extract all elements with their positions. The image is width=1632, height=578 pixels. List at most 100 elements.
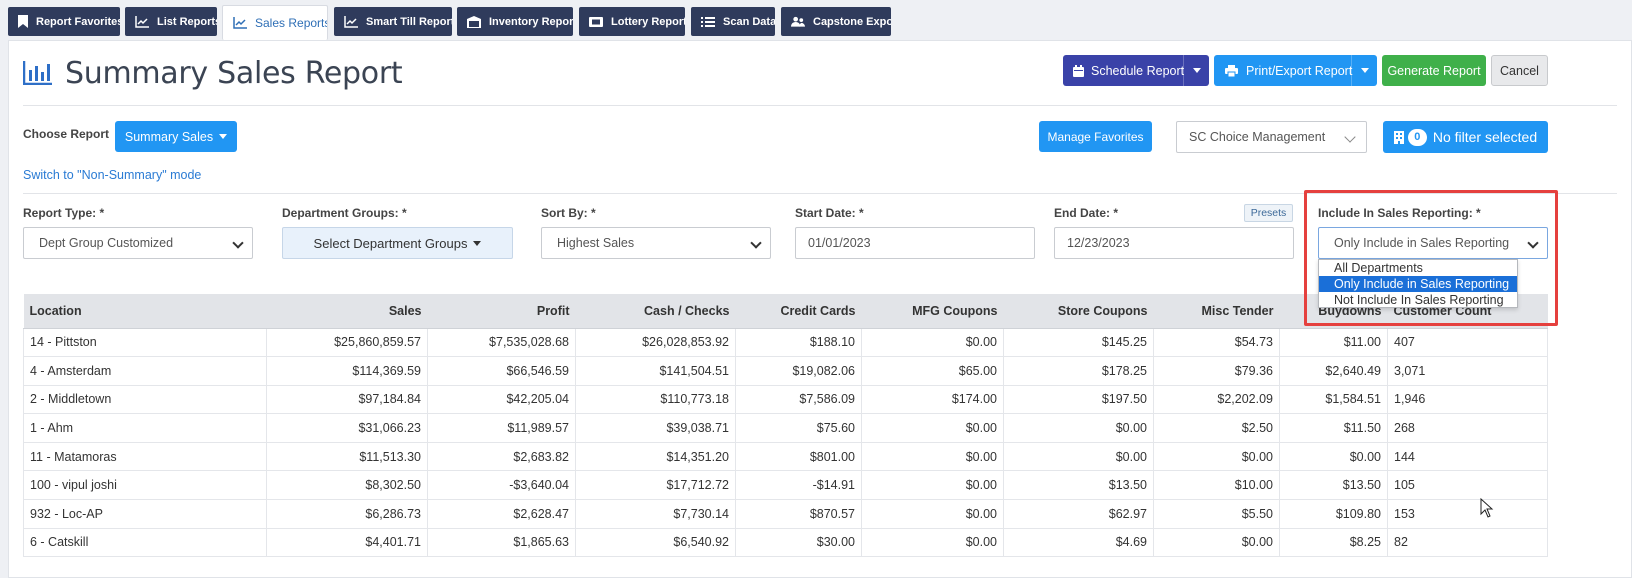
building-icon: [1393, 130, 1404, 144]
cell-location: 6 - Catskill: [23, 528, 267, 558]
report-type-select[interactable]: Dept Group Customized: [23, 227, 253, 259]
column-header-location[interactable]: Location: [23, 294, 267, 329]
cell-location: 4 - Amsterdam: [23, 356, 267, 386]
company-select[interactable]: SC Choice Management: [1176, 121, 1367, 153]
cell-location: 11 - Matamoras: [23, 442, 267, 472]
cell-customer-count: 268: [1387, 413, 1548, 443]
print-export-button[interactable]: Print/Export Report: [1214, 55, 1377, 86]
cell-profit: $2,628.47: [427, 499, 576, 529]
start-date-label: Start Date: *: [795, 206, 864, 220]
cell-store-coupons: $178.25: [1003, 356, 1154, 386]
cell-buydowns: $2,640.49: [1279, 356, 1388, 386]
cell-cash-checks: $17,712.72: [575, 470, 736, 501]
cell-location: 100 - vipul joshi: [23, 470, 267, 501]
column-header-store-coupons[interactable]: Store Coupons: [1003, 294, 1154, 329]
cell-customer-count: 105: [1387, 470, 1548, 501]
cell-profit: $66,546.59: [427, 356, 576, 386]
sort-by-select[interactable]: Highest Sales: [541, 227, 771, 259]
cancel-button[interactable]: Cancel: [1491, 55, 1548, 86]
table-row: 14 - Pittston $25,860,859.57 $7,535,028.68…: [23, 328, 1548, 358]
end-date-label: End Date: *: [1054, 206, 1119, 220]
bar-chart-icon: [22, 61, 53, 86]
cell-sales: $97,184.84: [266, 385, 428, 415]
chevron-down-icon: [750, 237, 762, 249]
choose-report-dropdown[interactable]: Summary Sales: [115, 121, 237, 152]
cell-profit: $2,683.82: [427, 442, 576, 472]
list-icon: [701, 15, 715, 29]
tab-report-favorites[interactable]: Report Favorites: [8, 7, 120, 36]
column-header-credit-cards[interactable]: Credit Cards: [735, 294, 862, 329]
print-dropdown-toggle[interactable]: [1351, 55, 1377, 86]
tab-sales-reports[interactable]: Sales Reports: [222, 5, 328, 40]
tab-list-reports[interactable]: List Reports: [125, 7, 217, 36]
cell-cash-checks: $14,351.20: [575, 442, 736, 472]
department-groups-label: Department Groups: *: [282, 206, 407, 220]
cell-mfg-coupons: $174.00: [861, 385, 1004, 415]
manage-favorites-button[interactable]: Manage Favorites: [1039, 121, 1152, 152]
schedule-dropdown-toggle[interactable]: [1183, 55, 1209, 86]
location-filter-button[interactable]: 0 No filter selected: [1383, 121, 1548, 153]
cell-store-coupons: $62.97: [1003, 499, 1154, 529]
cell-credit-cards: $7,586.09: [735, 385, 862, 415]
column-header-mfg-coupons[interactable]: MFG Coupons: [861, 294, 1004, 329]
cell-misc-tender: $0.00: [1153, 528, 1280, 558]
divider: [23, 105, 1617, 106]
presets-button[interactable]: Presets: [1244, 204, 1293, 222]
cell-mfg-coupons: $0.00: [861, 528, 1004, 558]
cell-cash-checks: $141,504.51: [575, 356, 736, 386]
cell-location: 2 - Middletown: [23, 385, 267, 415]
calendar-icon: [1073, 64, 1084, 77]
option-not-include[interactable]: Not Include In Sales Reporting: [1334, 293, 1504, 307]
table-header-row: Location Sales Profit Cash / Checks Cred…: [23, 294, 1548, 329]
cell-location: 932 - Loc-AP: [23, 499, 267, 529]
cell-cash-checks: $110,773.18: [575, 385, 736, 415]
page-title: Summary Sales Report: [22, 55, 403, 91]
table-row: 6 - Catskill $4,401.71 $1,865.63 $6,540.92 $…: [23, 528, 1548, 558]
tab-lottery-reports[interactable]: Lottery Reports: [579, 7, 685, 36]
cell-sales: $6,286.73: [266, 499, 428, 529]
column-header-misc-tender[interactable]: Misc Tender: [1153, 294, 1280, 329]
cell-mfg-coupons: $65.00: [861, 356, 1004, 386]
start-date-input[interactable]: 01/01/2023: [795, 227, 1035, 259]
cell-buydowns: $11.50: [1279, 413, 1388, 443]
cell-store-coupons: $145.25: [1003, 328, 1154, 358]
tab-scan-data[interactable]: Scan Data: [691, 7, 775, 36]
column-header-profit[interactable]: Profit: [427, 294, 576, 329]
cell-credit-cards: $19,082.06: [735, 356, 862, 386]
switch-mode-link[interactable]: Switch to "Non-Summary" mode: [23, 168, 202, 182]
cell-cash-checks: $26,028,853.92: [575, 328, 736, 358]
option-only-include[interactable]: Only Include in Sales Reporting: [1319, 276, 1517, 292]
highlight-annotation: [1304, 190, 1558, 326]
tab-capstone-export[interactable]: Capstone Export: [781, 7, 891, 36]
include-in-sales-select[interactable]: Only Include in Sales Reporting: [1318, 227, 1548, 259]
cell-store-coupons: $0.00: [1003, 413, 1154, 443]
cell-mfg-coupons: $0.00: [861, 413, 1004, 443]
divider: [23, 193, 1617, 194]
column-header-cash-checks[interactable]: Cash / Checks: [575, 294, 736, 329]
cell-mfg-coupons: $0.00: [861, 499, 1004, 529]
cell-buydowns: $1,584.51: [1279, 385, 1388, 415]
end-date-input[interactable]: 12/23/2023: [1054, 227, 1294, 259]
cell-location: 14 - Pittston: [23, 328, 267, 358]
department-groups-select[interactable]: Select Department Groups: [282, 227, 513, 259]
cell-store-coupons: $4.69: [1003, 528, 1154, 558]
cell-customer-count: 407: [1387, 328, 1548, 358]
option-all-departments[interactable]: All Departments: [1334, 261, 1423, 275]
tab-smart-till-reports[interactable]: Smart Till Reports: [334, 7, 452, 36]
table-row: 932 - Loc-AP $6,286.73 $2,628.47 $7,730.14 $…: [23, 499, 1548, 529]
cell-buydowns: $109.80: [1279, 499, 1388, 529]
cell-misc-tender: $10.00: [1153, 470, 1280, 501]
caret-down-icon: [1360, 68, 1369, 73]
column-header-sales[interactable]: Sales: [266, 294, 428, 329]
users-icon: [791, 15, 805, 29]
table-row: 100 - vipul joshi $8,302.50 -$3,640.04 $17,…: [23, 470, 1548, 501]
cell-cash-checks: $6,540.92: [575, 528, 736, 558]
generate-report-button[interactable]: Generate Report: [1382, 55, 1486, 86]
cell-misc-tender: $0.00: [1153, 442, 1280, 472]
ticket-icon: [589, 15, 603, 29]
cell-customer-count: 82: [1387, 528, 1548, 558]
caret-down-icon: [219, 134, 228, 139]
schedule-report-button[interactable]: Schedule Report: [1063, 55, 1209, 86]
line-chart-icon: [344, 15, 358, 29]
tab-inventory-reports[interactable]: Inventory Reports: [457, 7, 573, 36]
